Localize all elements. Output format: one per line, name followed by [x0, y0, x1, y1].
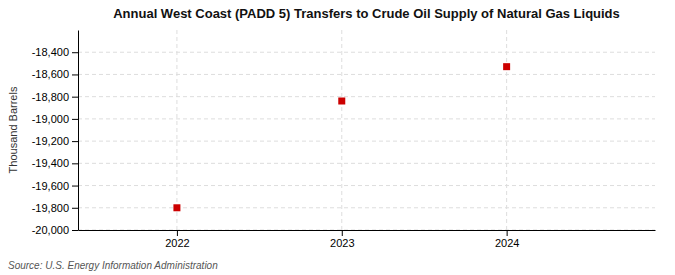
x-tick-mark — [507, 230, 508, 236]
chart: 2022 2023 2024 -20,000 -19,800 -19,600 -19,400… — [0, 0, 675, 275]
point — [503, 63, 510, 70]
y-tick-label: -19,200 — [32, 135, 69, 147]
y-tick: -18,400 — [32, 46, 78, 58]
y-tick-label: -19,000 — [32, 113, 69, 125]
y-tick-label: -20,000 — [32, 224, 69, 236]
grid-line — [506, 30, 507, 230]
y-axis-line — [78, 31, 79, 231]
y-tick: -19,800 — [32, 202, 78, 214]
y-tick-mark — [72, 208, 78, 209]
title: Annual West Coast (PADD 5) Transfers to … — [113, 6, 620, 21]
y-tick-mark — [72, 119, 78, 120]
x-tick-mark — [177, 230, 178, 236]
y-axis: -20,000 -19,800 -19,600 -19,400 -19,200 -19,0… — [32, 31, 79, 237]
grid-line — [78, 230, 655, 231]
grid-line — [78, 207, 655, 208]
x-tick-label: 2024 — [495, 237, 519, 249]
x-tick-mark — [342, 230, 343, 236]
y-tick-mark — [72, 97, 78, 98]
grid-line — [341, 30, 342, 230]
y-tick-label: -18,600 — [32, 68, 69, 80]
x-axis-line — [79, 230, 656, 231]
x-axis: 2022 2023 2024 — [79, 230, 656, 249]
y-tick-mark — [72, 141, 78, 142]
points — [173, 63, 510, 211]
x-tick: 2023 — [330, 230, 354, 249]
grid-line — [78, 52, 655, 53]
grid-line — [78, 118, 655, 119]
y-tick: -19,200 — [32, 135, 78, 147]
grid-line — [78, 96, 655, 97]
source: Source: U.S. Energy Information Administ… — [8, 260, 218, 271]
point — [173, 204, 180, 211]
grid-line — [78, 185, 655, 186]
y-tick: -19,000 — [32, 113, 78, 125]
point — [338, 98, 345, 105]
grid-line — [78, 163, 655, 164]
y-tick-mark — [72, 52, 78, 53]
y-tick-label: -19,800 — [32, 202, 69, 214]
x-tick-label: 2023 — [330, 237, 354, 249]
y-tick-label: -18,400 — [32, 46, 69, 58]
y-tick: -20,000 — [32, 224, 78, 236]
y-tick-label: -18,800 — [32, 91, 69, 103]
y-tick-mark — [72, 74, 78, 75]
y-tick: -18,800 — [32, 91, 78, 103]
grid-line — [176, 30, 177, 230]
x-tick: 2024 — [495, 230, 519, 249]
grid — [78, 30, 655, 230]
x-tick: 2022 — [165, 230, 189, 249]
y-tick: -19,400 — [32, 157, 78, 169]
y-axis-title: Thousand Barrels — [7, 86, 19, 173]
y-tick-mark — [72, 186, 78, 187]
y-tick-label: -19,600 — [32, 180, 69, 192]
grid-line — [78, 74, 655, 75]
y-tick-mark — [72, 230, 78, 231]
y-tick-mark — [72, 163, 78, 164]
plot: 2022 2023 2024 -20,000 -19,800 -19,600 -19,400… — [32, 30, 656, 249]
y-tick-label: -19,400 — [32, 157, 69, 169]
y-tick: -18,600 — [32, 68, 78, 80]
grid-line — [78, 141, 655, 142]
x-tick-label: 2022 — [165, 237, 189, 249]
y-tick: -19,600 — [32, 180, 78, 192]
